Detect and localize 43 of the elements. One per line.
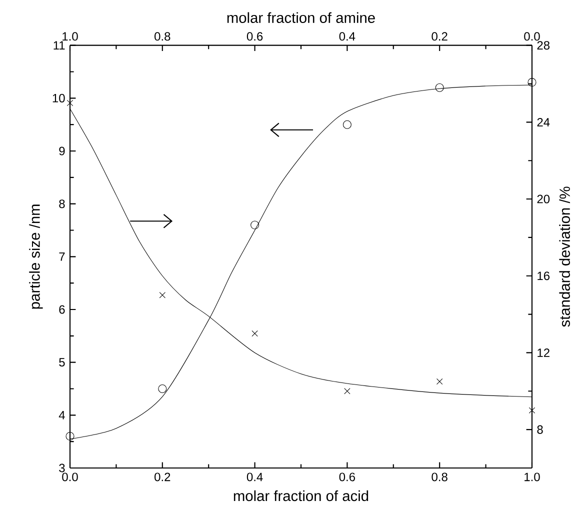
y-tick-label: 10 bbox=[52, 94, 65, 103]
point bbox=[436, 378, 443, 385]
x-tick-label: 0.4 bbox=[246, 472, 263, 482]
x-tick-label: 0.2 bbox=[154, 472, 170, 482]
x2-tick-label: 1.0 bbox=[62, 32, 78, 41]
y-tick-label: 6 bbox=[59, 305, 65, 314]
y2-axis-title: standard deviation /% bbox=[559, 186, 570, 327]
x2-tick-label: 0.0 bbox=[524, 32, 540, 41]
point bbox=[250, 220, 260, 230]
point bbox=[66, 100, 74, 106]
y-tick-label: 7 bbox=[59, 252, 65, 262]
x2-tick-label: 0.4 bbox=[339, 32, 356, 41]
point bbox=[66, 432, 74, 441]
point bbox=[342, 120, 352, 130]
x2-tick-label: 0.8 bbox=[154, 32, 170, 41]
point bbox=[252, 330, 258, 337]
point bbox=[528, 407, 536, 414]
point bbox=[528, 78, 536, 87]
y-tick-label: 3 bbox=[59, 464, 65, 472]
y-tick-label: 5 bbox=[59, 358, 65, 367]
point bbox=[159, 292, 166, 298]
y-tick-label: 11 bbox=[54, 41, 65, 50]
point bbox=[344, 388, 350, 394]
point bbox=[158, 384, 167, 394]
x2-tick-label: 0.2 bbox=[432, 32, 448, 41]
y2-tick-label: 28 bbox=[537, 41, 550, 50]
x2-axis-title: molar fraction of amine bbox=[227, 12, 375, 24]
y2-tick-label: 24 bbox=[537, 118, 550, 127]
y-tick-label: 8 bbox=[59, 200, 65, 208]
x-tick-label: 0.6 bbox=[339, 472, 356, 482]
x-tick-label: 0.8 bbox=[432, 472, 448, 482]
x-axis-title: molar fraction of acid bbox=[234, 490, 368, 502]
y2-tick-label: 16 bbox=[538, 272, 550, 280]
y2-tick-label: 8 bbox=[537, 426, 543, 434]
x-tick-label: 0.0 bbox=[62, 472, 78, 482]
y-axis-title: particle size /nm bbox=[29, 204, 43, 309]
y-tick-label: 4 bbox=[58, 411, 65, 420]
x-tick-label: 1.0 bbox=[524, 472, 540, 482]
y2-tick-label: 12 bbox=[538, 348, 550, 358]
y2-tick-label: 20 bbox=[537, 194, 550, 204]
x2-tick-label: 0.6 bbox=[246, 32, 263, 41]
y-tick-label: 9 bbox=[59, 146, 65, 156]
point bbox=[435, 84, 444, 92]
